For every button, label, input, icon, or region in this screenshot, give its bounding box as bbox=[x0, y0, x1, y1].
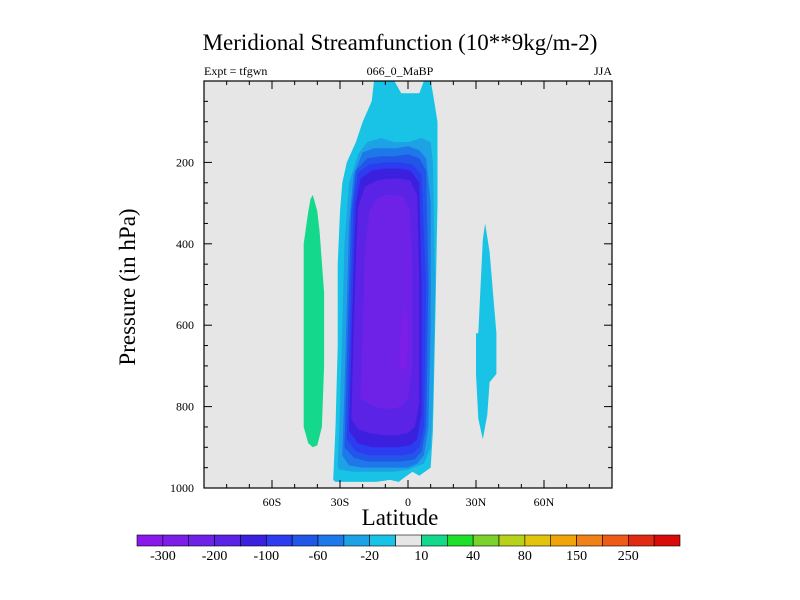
time-slice-label: 066_0_MaBP bbox=[366, 64, 434, 78]
y-tick-label: 600 bbox=[176, 318, 194, 332]
y-tick-label: 800 bbox=[176, 400, 194, 414]
contour-region-12 bbox=[476, 223, 497, 440]
axis-ticks: 60S 30S 0 30N 60N 200 400 600 800 1000 bbox=[170, 81, 612, 509]
colorbar-label: -20 bbox=[360, 549, 379, 564]
colorbar-swatch bbox=[136, 534, 164, 547]
colorbar-label: 40 bbox=[466, 549, 480, 564]
colorbar-label: 150 bbox=[566, 549, 587, 564]
colorbar-swatch bbox=[214, 534, 241, 547]
colorbar-label: -300 bbox=[150, 549, 176, 564]
colorbar-swatch bbox=[291, 534, 319, 547]
colorbar-swatch bbox=[472, 534, 500, 547]
colorbar: -300 -200 -100 -60 -20 10 40 80 150 250 bbox=[136, 534, 681, 564]
contour-region-11 bbox=[462, 166, 470, 224]
colorbar-label: -60 bbox=[309, 549, 328, 564]
colorbar-swatch bbox=[395, 534, 422, 547]
x-tick-label: 60N bbox=[534, 495, 555, 509]
x-axis-title: Latitude bbox=[361, 505, 439, 530]
contour-region-8 bbox=[398, 308, 408, 370]
chart-title: Meridional Streamfunction (10**9kg/m-2) bbox=[202, 30, 598, 55]
colorbar-label: -200 bbox=[202, 549, 228, 564]
y-tick-label: 200 bbox=[176, 155, 194, 169]
x-tick-label: 30S bbox=[331, 495, 350, 509]
colorbar-swatch bbox=[576, 534, 603, 547]
x-tick-label: 30N bbox=[466, 495, 487, 509]
colorbar-label: -100 bbox=[253, 549, 279, 564]
colorbar-label: 250 bbox=[618, 549, 639, 564]
colorbar-swatch bbox=[524, 534, 552, 547]
season-label: JJA bbox=[593, 64, 612, 78]
colorbar-swatch bbox=[421, 534, 448, 547]
colorbar-swatch bbox=[446, 534, 474, 547]
experiment-label: Expt = tfgwn bbox=[204, 64, 268, 78]
plot-frame bbox=[203, 80, 613, 489]
colorbar-swatch bbox=[602, 534, 629, 547]
y-tick-label: 400 bbox=[176, 237, 194, 251]
x-tick-label: 60S bbox=[263, 495, 282, 509]
colorbar-swatch bbox=[369, 534, 396, 547]
y-tick-label: 1000 bbox=[170, 481, 194, 495]
colorbar-swatch bbox=[265, 534, 293, 547]
colorbar-swatch bbox=[343, 534, 371, 547]
contour-regions bbox=[267, 81, 497, 482]
colorbar-swatch bbox=[627, 534, 655, 547]
colorbar-label: 80 bbox=[518, 549, 532, 564]
colorbar-swatch bbox=[317, 534, 345, 547]
colorbar-label: 10 bbox=[414, 549, 428, 564]
colorbar-swatch bbox=[653, 534, 681, 547]
colorbar-swatch bbox=[240, 534, 267, 547]
contour-region-7 bbox=[360, 195, 413, 409]
colorbar-swatch bbox=[498, 534, 526, 547]
contour-region-10 bbox=[303, 195, 325, 448]
colorbar-swatch bbox=[550, 534, 577, 547]
colorbar-swatch bbox=[162, 534, 190, 547]
colorbar-swatch bbox=[188, 534, 215, 547]
x-tick-label: 0 bbox=[405, 495, 411, 509]
